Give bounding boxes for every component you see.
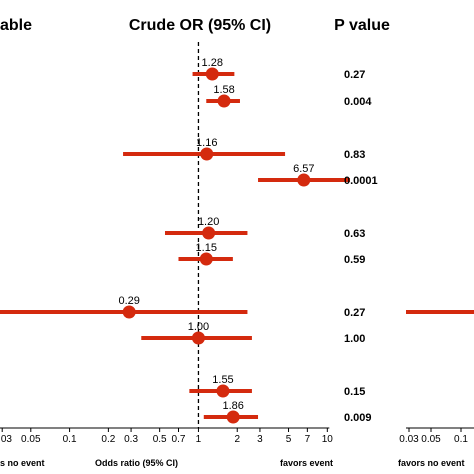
x-tick-label: 0.2 (101, 434, 115, 445)
or-point (297, 173, 311, 187)
forest-row: 1.86 0.009 (203, 400, 372, 424)
p-value: 0.0001 (344, 175, 378, 187)
or-point (122, 305, 136, 319)
or-value-label: 1.28 (202, 57, 223, 69)
x-tick-label: 10 (322, 434, 334, 445)
p-value: 1.00 (344, 333, 365, 345)
favors-no-event-label: s no event (0, 458, 45, 468)
p-value: 0.27 (344, 307, 365, 319)
p-value: 0.59 (344, 254, 365, 266)
x-tick-label: 1 (196, 434, 202, 445)
or-value-label: 1.86 (222, 400, 243, 412)
x-tick-label: 3 (257, 434, 263, 445)
x-tick-label: 0.5 (153, 434, 167, 445)
or-value-label: 6.57 (293, 163, 314, 175)
forest-row: 0.29 0.27 (0, 295, 365, 319)
or-value-label: 1.55 (212, 374, 233, 386)
or-point (217, 94, 231, 108)
forest-row: 1.00 1.00 (141, 321, 365, 345)
or-point (202, 226, 216, 240)
second-panel-tick-label: 0.05 (421, 434, 441, 445)
p-value: 0.63 (344, 228, 365, 240)
variable-header: able (0, 17, 32, 34)
second-panel: 0.03 0.05 0.1 favors no event (398, 310, 474, 468)
x-tick-label: 2 (234, 434, 240, 445)
second-panel-favors-no-event-label: favors no event (398, 458, 465, 468)
forest-row: 1.20 0.63 (164, 216, 365, 240)
or-value-label: 1.16 (196, 137, 217, 149)
forest-row: 1.15 0.59 (178, 242, 365, 266)
p-value: 0.004 (344, 96, 372, 108)
forest-row: 1.55 0.15 (189, 374, 365, 398)
or-value-label: 1.58 (213, 84, 234, 96)
second-panel-tick-label: 0.1 (454, 434, 468, 445)
crude-or-header: Crude OR (95% CI) (129, 17, 271, 34)
or-point (216, 384, 230, 398)
or-point (205, 67, 219, 81)
x-axis-ticks: 0.03 0.05 0.1 0.2 0.3 0.5 0.7 1 2 3 5 7 10 (0, 428, 333, 445)
x-tick-label: 0.3 (124, 434, 138, 445)
forest-rows: 1.28 0.27 1.58 0.004 1.16 0.83 6.57 0.0001 1.20 0… (0, 57, 378, 424)
or-point (226, 410, 240, 424)
forest-row: 6.57 0.0001 (258, 163, 378, 187)
p-value: 0.009 (344, 412, 372, 424)
p-value-header: P value (334, 17, 390, 34)
or-point (200, 147, 214, 161)
or-point (191, 331, 205, 345)
or-value-label: 1.15 (196, 242, 217, 254)
or-value-label: 1.00 (188, 321, 209, 333)
second-panel-tick-label: 0.03 (399, 434, 419, 445)
favors-event-label: favors event (280, 458, 333, 468)
forest-row: 1.16 0.83 (123, 137, 365, 161)
x-axis-label: Odds ratio (95% CI) (95, 458, 178, 468)
forest-row: 1.58 0.004 (206, 84, 372, 108)
p-value: 0.27 (344, 69, 365, 81)
or-value-label: 0.29 (118, 295, 139, 307)
x-tick-label: 0.1 (63, 434, 77, 445)
p-value: 0.15 (344, 386, 365, 398)
x-tick-label: 0.03 (0, 434, 12, 445)
x-tick-label: 7 (305, 434, 311, 445)
x-tick-label: 0.7 (172, 434, 186, 445)
or-point (199, 252, 213, 266)
forest-row: 1.28 0.27 (192, 57, 365, 81)
x-tick-label: 5 (286, 434, 292, 445)
p-value: 0.83 (344, 149, 365, 161)
x-tick-label: 0.05 (21, 434, 41, 445)
or-value-label: 1.20 (198, 216, 219, 228)
second-panel-ticks: 0.03 0.05 0.1 (399, 428, 468, 445)
